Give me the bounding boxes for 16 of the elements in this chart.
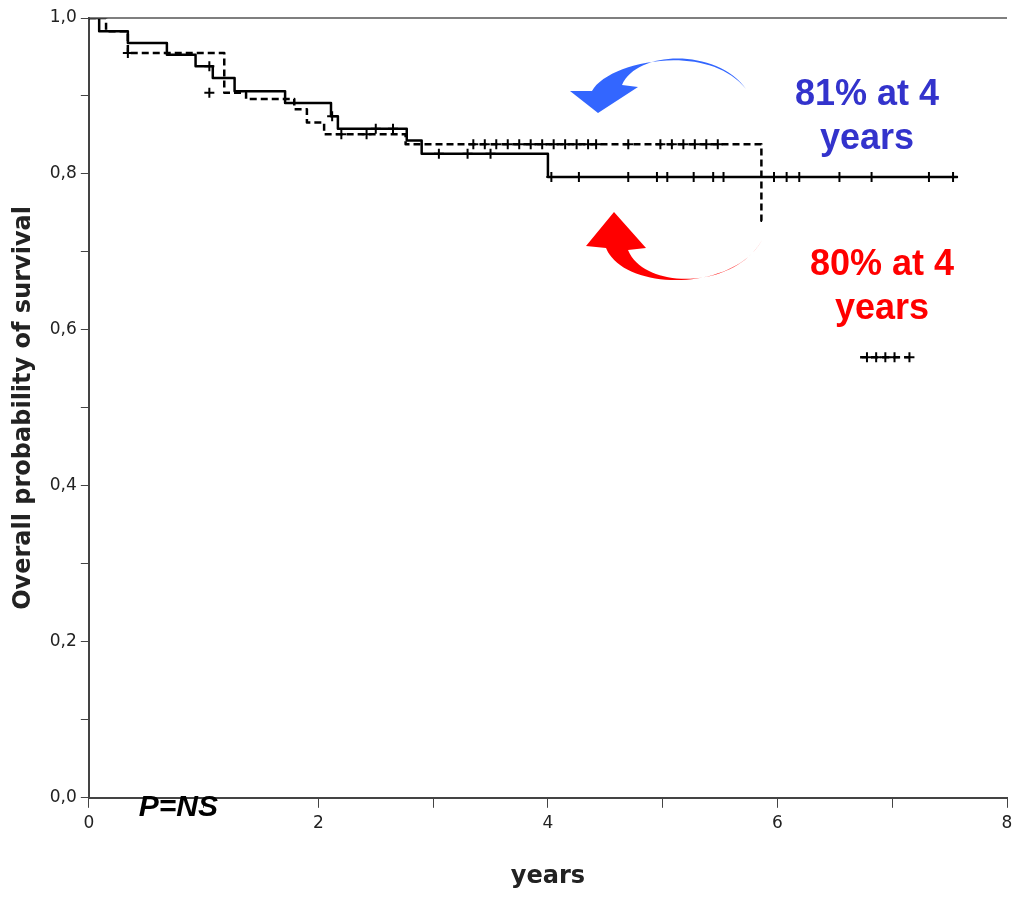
annotation: 80% at 4 years xyxy=(809,241,955,327)
y-tick-label: 1,0 xyxy=(49,6,77,27)
x-tick-label: 8 xyxy=(1001,812,1013,833)
y-axis-title: Overall probability of survival xyxy=(7,205,36,610)
annotation: P=NS xyxy=(138,789,219,823)
y-tick-label: 0,6 xyxy=(49,318,77,339)
y-tick-label: 0,2 xyxy=(49,630,77,651)
y-tick-label: 0,4 xyxy=(49,474,77,495)
x-tick-label: 6 xyxy=(772,812,783,833)
x-axis-title: years xyxy=(510,860,586,889)
y-tick-label: 0,8 xyxy=(49,162,77,183)
x-tick-label: 2 xyxy=(312,812,324,833)
y-tick-label: 0,0 xyxy=(49,786,77,807)
annotation: 81% at 4 years xyxy=(794,71,940,157)
x-tick-label: 0 xyxy=(83,812,95,833)
x-tick-label: 4 xyxy=(542,812,554,833)
